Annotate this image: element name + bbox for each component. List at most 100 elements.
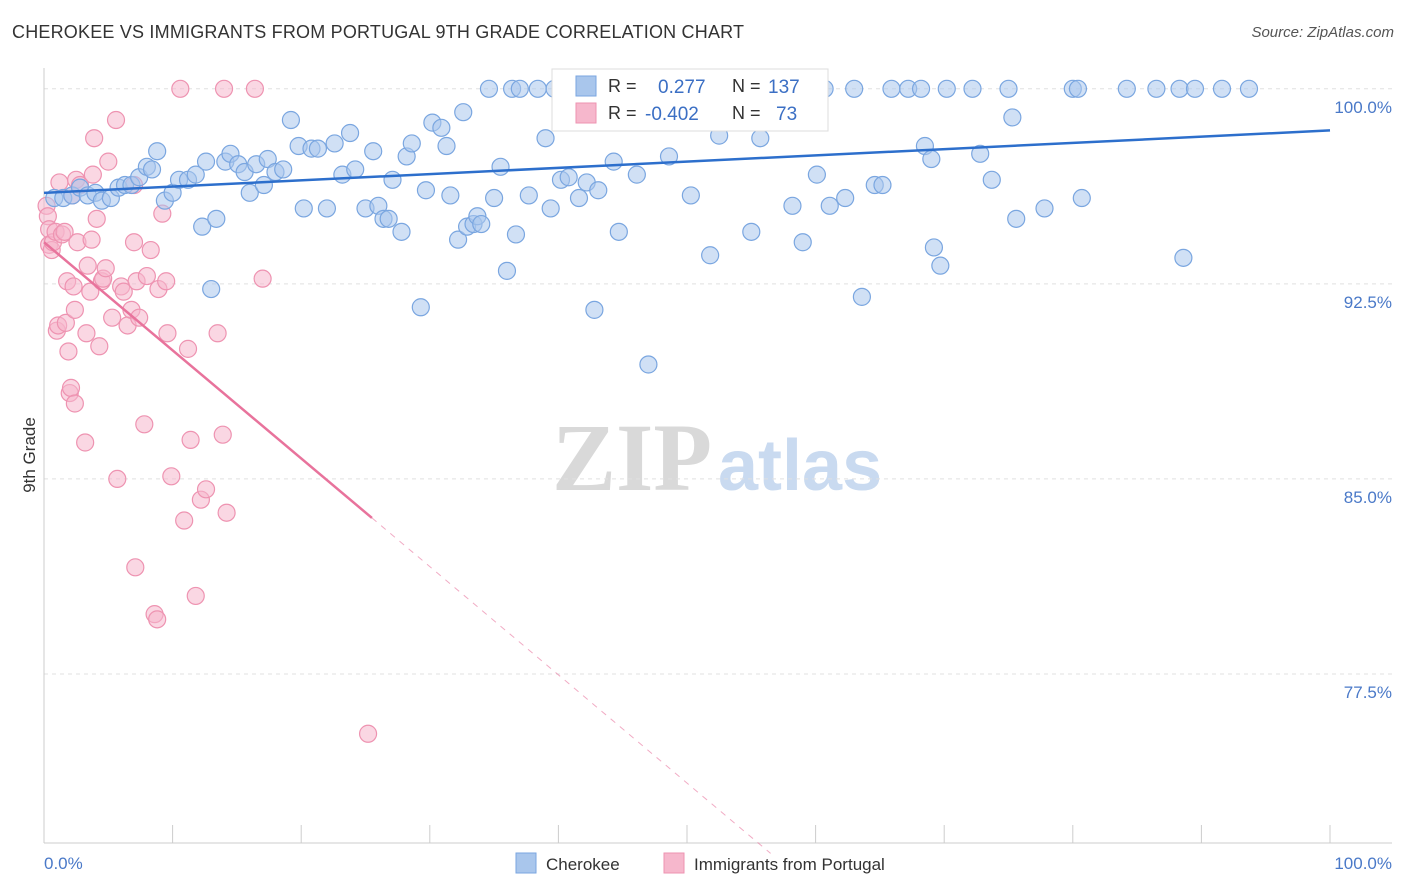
portugal-point [50, 173, 69, 192]
cherokee-point [845, 79, 864, 98]
cherokee-point [274, 160, 293, 179]
portugal-point [56, 313, 75, 332]
cherokee-point [392, 222, 411, 241]
portugal-point [213, 425, 232, 444]
portugal-point [64, 277, 83, 296]
cherokee-point [793, 233, 812, 252]
trend-lines [43, 129, 1331, 854]
cherokee-point [1174, 248, 1193, 267]
cherokee-point [240, 183, 259, 202]
cherokee-point [836, 188, 855, 208]
cherokee-point [402, 134, 421, 153]
portugal-point [158, 324, 177, 343]
cherokee-point [281, 110, 301, 130]
portugal-point [137, 266, 156, 286]
portugal-point [208, 324, 227, 343]
cherokee-point [963, 79, 982, 98]
cherokee-point [364, 142, 383, 161]
cherokee-point [510, 79, 529, 98]
cherokee-point [441, 186, 460, 205]
cherokee-point [340, 123, 360, 143]
portugal-point [178, 339, 198, 358]
cherokee-point [317, 199, 337, 218]
cherokee-point [437, 136, 456, 156]
stats-blue-n-label: N = [732, 76, 761, 96]
stats-pink-r-label: R = [608, 103, 637, 123]
portugal-point [103, 308, 122, 327]
cherokee-point [924, 238, 944, 257]
portugal-point [106, 110, 126, 130]
cherokee-point [383, 170, 402, 189]
trend-line-portugal [43, 241, 373, 519]
stats-box-frame [551, 68, 829, 132]
portugal-point [82, 230, 101, 249]
cherokee-point [971, 144, 990, 163]
portugal-point [77, 324, 96, 343]
cherokee-point [1147, 79, 1166, 98]
cherokee-point [416, 181, 436, 200]
portugal-point [175, 511, 194, 530]
cherokee-point [1212, 79, 1232, 98]
portugal-point [85, 129, 104, 148]
cherokee-point [742, 222, 761, 241]
portugal-point [90, 337, 109, 356]
cherokee-point [1035, 199, 1054, 218]
cherokee-point [497, 261, 517, 280]
cherokee-point [922, 149, 941, 169]
stats-blue-r-label: R = [608, 76, 637, 96]
portugal-point [135, 415, 154, 434]
cherokee-point [701, 246, 720, 265]
cherokee-point [491, 157, 510, 176]
portugal-point [162, 467, 181, 486]
cherokee-point [294, 199, 313, 218]
cherokee-point [519, 186, 538, 205]
cherokee-point [982, 170, 1001, 189]
stats-box: R = 0.277 N = 137 R = -0.402 N = 73 [551, 68, 829, 132]
stats-swatch-blue [575, 75, 597, 97]
cherokee-point [411, 298, 430, 317]
y-tick-label: 92.5% [1344, 293, 1392, 312]
legend-swatch-portugal [663, 852, 685, 874]
portugal-point [108, 469, 127, 489]
cherokee-point [1170, 79, 1189, 98]
source-label: Source: ZipAtlas.com [1251, 24, 1394, 41]
portugal-point [81, 282, 100, 301]
cherokee-point [448, 230, 468, 249]
portugal-point [99, 152, 118, 171]
tick-labels: 100.0% 92.5% 85.0% 77.5% 0.0% 100.0% [44, 98, 1392, 873]
stats-pink-n-value: 73 [776, 104, 797, 125]
portugal-point [126, 558, 145, 577]
cherokee-point [882, 79, 901, 98]
portugal-point [114, 282, 133, 301]
cherokee-point [1007, 209, 1026, 228]
cherokee-point [589, 181, 608, 200]
portugal-point [171, 79, 190, 98]
stats-blue-r-value: 0.277 [658, 77, 706, 98]
portugal-point [87, 209, 106, 228]
cherokee-point [627, 165, 646, 184]
portugal-point [214, 79, 234, 98]
cherokee-point [807, 165, 826, 184]
cherokee-point [196, 152, 216, 171]
cherokee-point [1068, 79, 1088, 98]
portugal-point [157, 272, 176, 291]
cherokee-point [1003, 108, 1022, 127]
portugal-point [186, 586, 205, 606]
portugal-point [148, 610, 167, 629]
y-tick-label: 77.5% [1344, 683, 1392, 702]
portugal-point [61, 378, 81, 397]
cherokee-point [852, 287, 871, 306]
cherokee-point [911, 79, 931, 98]
cherokee-point [325, 134, 344, 153]
cherokee-point [485, 188, 504, 208]
cherokee-point [186, 165, 205, 184]
portugal-point [141, 240, 160, 260]
cherokee-point [585, 300, 604, 319]
cherokee-point [432, 118, 451, 137]
cherokee-point [506, 225, 526, 244]
watermark-zip: ZIP [552, 404, 712, 511]
cherokee-point [193, 217, 212, 236]
cherokee-point [528, 79, 547, 98]
stats-swatch-pink [575, 102, 597, 124]
